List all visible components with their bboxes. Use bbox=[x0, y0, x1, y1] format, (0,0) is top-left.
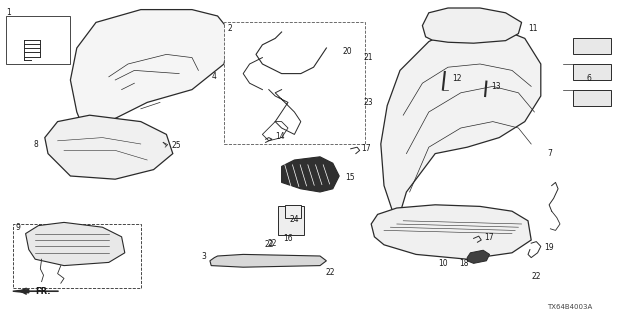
Text: 8: 8 bbox=[33, 140, 38, 148]
Bar bbox=[285, 205, 301, 218]
Polygon shape bbox=[70, 10, 230, 144]
Text: 21: 21 bbox=[364, 53, 373, 62]
Bar bbox=[573, 90, 611, 106]
Text: 12: 12 bbox=[452, 74, 461, 83]
Polygon shape bbox=[282, 157, 339, 192]
Bar bbox=[573, 64, 611, 80]
Text: 20: 20 bbox=[342, 47, 352, 56]
Text: 6: 6 bbox=[586, 74, 591, 83]
Text: 23: 23 bbox=[364, 98, 373, 107]
Text: 11: 11 bbox=[528, 24, 538, 33]
Text: 22: 22 bbox=[268, 239, 277, 248]
Text: 14: 14 bbox=[275, 132, 285, 140]
Text: 17: 17 bbox=[362, 144, 371, 153]
Text: 22: 22 bbox=[531, 272, 541, 281]
Bar bbox=[278, 206, 304, 235]
Polygon shape bbox=[467, 250, 490, 263]
Text: 1: 1 bbox=[6, 8, 11, 17]
Text: 3: 3 bbox=[202, 252, 207, 261]
Polygon shape bbox=[26, 222, 125, 266]
Text: 4: 4 bbox=[211, 72, 216, 81]
Polygon shape bbox=[210, 254, 326, 267]
Text: 9: 9 bbox=[16, 223, 21, 232]
Polygon shape bbox=[381, 26, 541, 224]
Bar bbox=[224, 22, 365, 144]
Polygon shape bbox=[422, 8, 522, 43]
Polygon shape bbox=[371, 205, 531, 259]
Text: 22: 22 bbox=[264, 240, 274, 249]
Text: 19: 19 bbox=[544, 244, 554, 252]
Text: 13: 13 bbox=[492, 82, 501, 91]
Text: 16: 16 bbox=[283, 234, 292, 243]
Text: 2: 2 bbox=[227, 24, 232, 33]
Polygon shape bbox=[45, 115, 173, 179]
Text: 17: 17 bbox=[484, 233, 494, 242]
Text: 25: 25 bbox=[172, 141, 181, 150]
Text: 7: 7 bbox=[547, 149, 552, 158]
Text: 18: 18 bbox=[460, 259, 469, 268]
Text: FR.: FR. bbox=[35, 287, 51, 296]
Text: 15: 15 bbox=[346, 173, 355, 182]
Text: 22: 22 bbox=[325, 268, 335, 277]
Text: TX64B4003A: TX64B4003A bbox=[547, 304, 593, 310]
Text: 10: 10 bbox=[438, 260, 448, 268]
Bar bbox=[6, 16, 70, 64]
Bar bbox=[13, 224, 141, 288]
Polygon shape bbox=[13, 290, 29, 293]
Text: 24: 24 bbox=[290, 215, 300, 224]
Bar bbox=[573, 38, 611, 54]
